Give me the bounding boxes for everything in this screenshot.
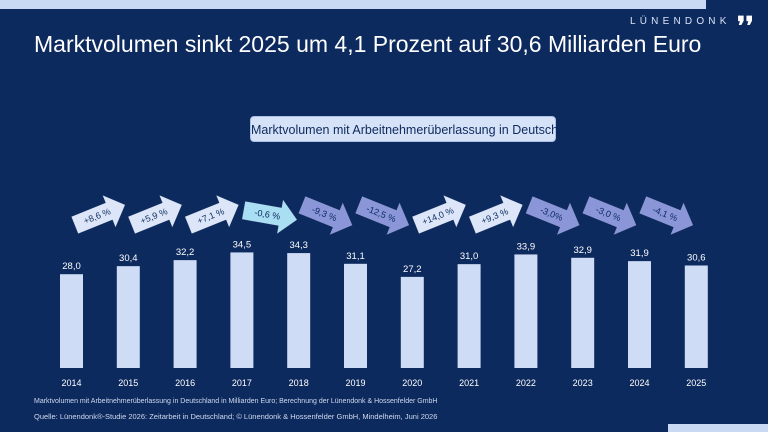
bar-2023: [571, 257, 595, 368]
brand-logo-text: LÜNENDONK: [630, 16, 731, 27]
year-label-2018: 2018: [289, 378, 309, 388]
bar-2017: [230, 252, 254, 368]
change-arrow-2016: +5,9 %: [127, 194, 183, 234]
top-accent-bar: [0, 0, 706, 9]
change-arrow-2023: -3,0%: [525, 196, 580, 236]
bar-2015: [116, 266, 140, 368]
year-label-2021: 2021: [459, 378, 479, 388]
change-arrow-2015: +8,6 %: [71, 194, 126, 234]
change-arrow-2018: -0,6 %: [241, 199, 298, 235]
value-label-2024: 31,9: [630, 248, 649, 259]
source-note: Quelle: Lünendonk®-Studie 2026: Zeitarbe…: [34, 412, 438, 421]
value-label-2016: 32,2: [176, 247, 195, 258]
year-label-2014: 2014: [61, 378, 81, 388]
arrow-icon: [127, 194, 183, 234]
year-label-2023: 2023: [573, 378, 593, 388]
bar-2020: [400, 276, 424, 368]
value-label-2017: 34,5: [233, 239, 252, 250]
change-arrow-2017: +7,1 %: [184, 194, 239, 234]
value-label-2015: 30,4: [119, 253, 138, 264]
change-label-2018: -0,6 %: [254, 207, 281, 221]
arrow-icon: [298, 196, 353, 236]
value-label-2022: 33,9: [517, 241, 536, 252]
value-label-2019: 31,1: [346, 251, 365, 262]
arrow-icon: [468, 194, 523, 234]
arrow-icon: [411, 194, 467, 234]
bottom-accent-bar: [668, 424, 768, 432]
year-label-2020: 2020: [402, 378, 422, 388]
change-arrow-2021: +14,0 %: [411, 194, 467, 234]
value-label-2018: 34,3: [289, 240, 308, 251]
bar-2019: [344, 263, 367, 368]
change-arrow-2020: -12,5 %: [355, 196, 410, 236]
brand-quote-mark-icon: ❜❜: [737, 12, 754, 41]
value-label-2025: 30,6: [687, 252, 706, 263]
bar-2022: [514, 254, 538, 368]
year-label-2016: 2016: [175, 378, 195, 388]
arrow-icon: [639, 196, 694, 236]
value-label-2023: 32,9: [573, 245, 592, 256]
arrow-icon: [525, 196, 580, 236]
bar-2021: [457, 264, 481, 368]
arrow-icon: [184, 194, 239, 234]
year-label-2017: 2017: [232, 378, 252, 388]
year-label-2025: 2025: [686, 378, 706, 388]
arrow-icon: [71, 194, 126, 234]
year-label-2024: 2024: [629, 378, 649, 388]
change-arrow-2019: -9,3 %: [298, 196, 353, 236]
slide-title: Marktvolumen sinkt 2025 um 4,1 Prozent a…: [34, 31, 702, 57]
arrow-icon: [355, 196, 410, 236]
change-arrow-2022: +9,3 %: [468, 194, 523, 234]
bar-2016: [173, 260, 197, 368]
chart-footnote: Marktvolumen mit Arbeitnehmerüberlassung…: [34, 398, 438, 405]
arrow-icon: [582, 196, 637, 236]
bar-2024: [628, 261, 651, 368]
value-label-2014: 28,0: [62, 261, 81, 272]
value-label-2021: 31,0: [460, 251, 479, 262]
year-label-2015: 2015: [118, 378, 138, 388]
change-arrow-2025: -4,1 %: [639, 196, 694, 236]
chart-title: Marktvolumen mit Arbeitnehmerüberlassung…: [250, 116, 582, 142]
year-label-2022: 2022: [516, 378, 536, 388]
arrow-icon: [241, 199, 298, 235]
change-arrow-2024: -3,0 %: [582, 196, 637, 236]
bar-2018: [287, 253, 311, 368]
year-label-2019: 2019: [345, 378, 365, 388]
bar-2025: [684, 265, 708, 368]
value-label-2020: 27,2: [403, 264, 422, 275]
bar-2014: [60, 274, 83, 368]
